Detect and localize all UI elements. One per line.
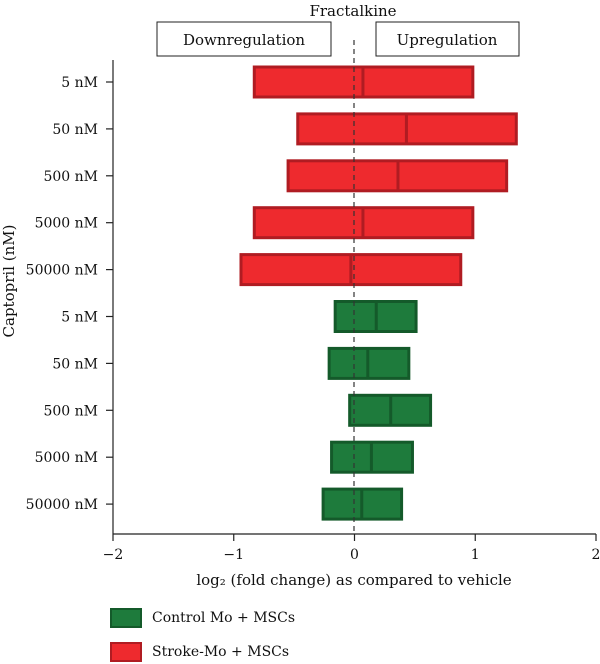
x-tick-label: −2: [103, 547, 124, 563]
legend-label-control: Control Mo + MSCs: [152, 610, 296, 626]
downregulation-label: Downregulation: [183, 31, 305, 49]
y-tick-label: 50000 nM: [26, 263, 98, 279]
y-tick-labels: 5 nM 50 nM 500 nM 5000 nM 50000 nM 5 nM 50 nM 5…: [26, 75, 113, 513]
chart-title: Fractalkine: [309, 2, 396, 20]
upregulation-label: Upregulation: [397, 31, 498, 49]
legend-item-control: Control Mo + MSCs: [110, 608, 295, 628]
x-axis-label: log₂ (fold change) as compared to vehicl…: [196, 571, 511, 589]
x-ticks: −2 −1 0 1 2: [103, 534, 600, 563]
legend-label-stroke: Stroke-Mo + MSCs: [152, 644, 290, 660]
x-tick-label: −1: [223, 547, 244, 563]
y-tick-label: 5000 nM: [35, 216, 98, 232]
upregulation-box: [375, 21, 520, 57]
downregulation-box: [156, 21, 332, 57]
y-tick-label: 500 nM: [43, 403, 98, 419]
x-tick-label: 0: [350, 547, 359, 563]
legend-swatch-stroke: [110, 642, 142, 662]
bars-group: [239, 65, 518, 521]
y-tick-label: 50000 nM: [26, 497, 98, 513]
y-axis-label: Captopril (nM): [0, 225, 18, 338]
legend-swatch-control: [110, 608, 142, 628]
y-tick-label: 500 nM: [43, 169, 98, 185]
y-tick-label: 50 nM: [52, 356, 98, 372]
legend-item-stroke: Stroke-Mo + MSCs: [110, 642, 289, 662]
x-tick-label: 1: [471, 547, 480, 563]
y-tick-label: 5 nM: [61, 310, 98, 326]
y-tick-label: 5 nM: [61, 75, 98, 91]
y-tick-label: 50 nM: [52, 122, 98, 138]
x-tick-label: 2: [592, 547, 600, 563]
y-tick-label: 5000 nM: [35, 450, 98, 466]
